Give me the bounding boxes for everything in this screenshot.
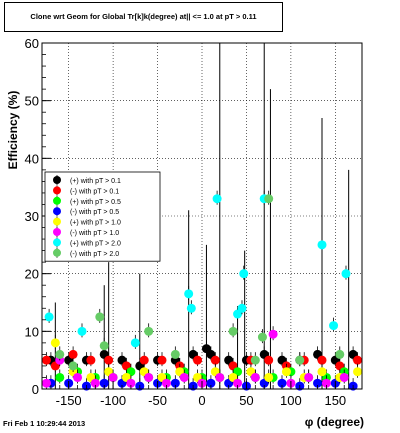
data-point-series-6	[44, 312, 54, 322]
data-point-series-5	[321, 378, 331, 388]
data-point-series-7	[99, 341, 109, 351]
legend-entry: (-) with pT > 2.0	[70, 251, 119, 258]
data-point-series-6	[212, 194, 222, 204]
legend-entry: (+) with pT > 0.1	[70, 178, 121, 185]
data-point-series-7	[295, 355, 305, 365]
data-point-series-1	[317, 355, 327, 365]
x-tick-label: 150	[324, 393, 346, 408]
data-point-series-1	[139, 355, 149, 365]
legend: (+) with pT > 0.1 (-) with pT > 0.1 (+) wi…	[44, 171, 161, 262]
chart-title: Clone wrt Geom for Global Tr[k]k(degree)…	[30, 12, 257, 21]
data-point-series-7	[250, 355, 260, 365]
x-tick-label: -100	[100, 393, 126, 408]
data-point-series-5	[126, 378, 136, 388]
data-point-series-5	[233, 378, 243, 388]
data-point-series-5	[215, 372, 225, 382]
data-point-series-5	[41, 378, 51, 388]
data-point-series-1	[68, 349, 78, 359]
data-point-series-4	[264, 372, 274, 382]
data-point-series-1	[264, 355, 274, 365]
x-axis-label: φ (degree)	[305, 415, 364, 429]
data-point-series-1	[41, 355, 51, 365]
legend-entry: (+) with pT > 1.0	[70, 220, 121, 227]
x-tick-label: 0	[198, 393, 205, 408]
data-point-series-4	[353, 367, 363, 377]
data-point-series-6	[239, 269, 249, 279]
data-point-series-5	[179, 372, 189, 382]
data-point-series-1	[157, 355, 167, 365]
data-point-series-7	[264, 194, 274, 204]
legend-entry: (-) with pT > 0.5	[70, 209, 119, 216]
data-point-series-6	[130, 338, 140, 348]
data-point-series-3	[277, 378, 287, 388]
legend-box	[44, 171, 161, 262]
data-point-series-6	[341, 269, 351, 279]
y-tick-label: 40	[25, 151, 39, 166]
y-tick-label: 30	[25, 209, 39, 224]
data-point-series-7	[335, 349, 345, 359]
x-tick-label: 100	[280, 393, 302, 408]
data-point-series-6	[77, 326, 87, 336]
data-point-series-6	[237, 303, 247, 313]
legend-marker	[53, 196, 61, 205]
data-point-series-3	[206, 378, 216, 388]
data-point-series-7	[228, 326, 238, 336]
data-point-series-1	[210, 355, 220, 365]
data-point-series-3	[99, 378, 109, 388]
y-tick-label: 10	[25, 324, 39, 339]
data-point-series-4	[50, 338, 60, 348]
legend-entry: (+) with pT > 2.0	[70, 240, 121, 247]
legend-marker	[53, 238, 61, 247]
data-point-series-6	[329, 321, 339, 331]
y-tick-label: 20	[25, 267, 39, 282]
data-point-series-4	[317, 367, 327, 377]
data-point-series-7	[144, 326, 154, 336]
legend-marker	[53, 228, 61, 236]
data-point-series-1	[104, 355, 114, 365]
data-point-series-1	[353, 355, 363, 365]
title-box: Clone wrt Geom for Global Tr[k]k(degree)…	[4, 2, 283, 32]
data-point-series-1	[193, 355, 203, 365]
data-point-series-7	[170, 349, 180, 359]
data-point-series-4	[281, 367, 291, 377]
data-point-series-3	[170, 378, 180, 388]
y-tick-label: 60	[25, 36, 39, 51]
data-point-series-5	[304, 372, 314, 382]
y-axis-label: Efficiency (%)	[6, 91, 20, 170]
data-point-series-5	[144, 372, 154, 382]
data-point-series-3	[313, 378, 323, 388]
data-point-series-5	[108, 372, 118, 382]
data-point-series-5	[161, 378, 171, 388]
legend-marker	[53, 176, 61, 184]
data-point-series-5	[250, 372, 260, 382]
y-tick-label: 50	[25, 94, 39, 109]
x-tick-label: -50	[148, 393, 167, 408]
timestamp-footer: Fri Feb 1 10:29:44 2013	[3, 419, 86, 428]
y-tick-label: 0	[32, 382, 39, 397]
data-point-series-1	[86, 355, 96, 365]
data-point-series-5	[339, 372, 349, 382]
legend-marker	[53, 207, 61, 216]
legend-entry: (-) with pT > 1.0	[70, 230, 119, 237]
legend-entry: (-) with pT > 0.1	[70, 188, 119, 195]
data-point-series-5	[268, 329, 278, 339]
x-tick-label: -150	[56, 393, 82, 408]
axis-ticks: -150 -100 -50 0 50 100 150 0 10 20 30 40 50 60	[25, 36, 363, 408]
data-point-series-6	[317, 240, 327, 250]
data-point-series-6	[186, 303, 196, 313]
data-point-series-6	[184, 289, 194, 299]
data-point-series-7	[257, 332, 267, 342]
legend-entry: (+) with pT > 0.5	[70, 199, 121, 206]
data-point-series-2	[55, 372, 65, 382]
data-point-series-5	[73, 372, 83, 382]
legend-marker	[53, 248, 61, 257]
legend-marker	[53, 186, 61, 195]
x-tick-label: 50	[239, 393, 253, 408]
data-point-series-7	[55, 349, 65, 359]
data-point-series-7	[95, 312, 105, 322]
legend-marker	[53, 217, 61, 226]
data-point-series-7	[68, 361, 78, 371]
data-point-series-5	[90, 378, 100, 388]
